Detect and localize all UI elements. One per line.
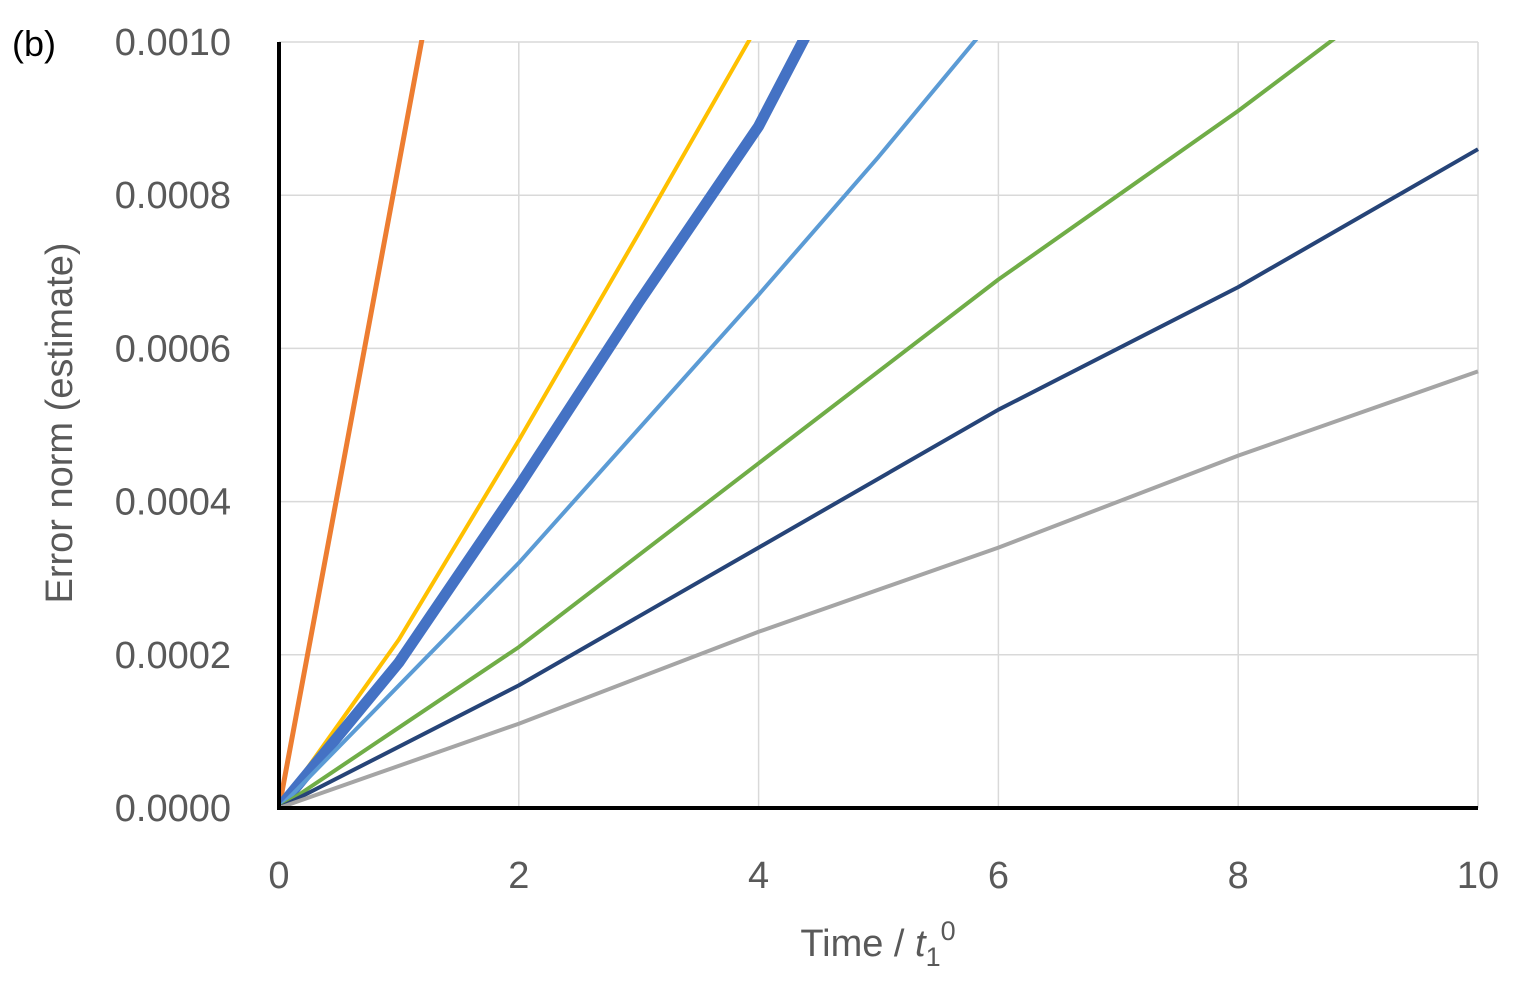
series-line-3 <box>279 40 810 810</box>
x-tick-labels: 0 2 4 6 8 10 <box>268 855 1499 897</box>
x-tick-label: 0 <box>268 855 289 897</box>
x-tick-label: 6 <box>988 855 1009 897</box>
x-tick-label: 10 <box>1457 855 1499 897</box>
series-line-4 <box>279 40 979 810</box>
y-tick-label: 0.0008 <box>115 175 231 217</box>
x-tick-label: 8 <box>1228 855 1249 897</box>
y-axis-title: Error norm (estimate) <box>39 242 81 603</box>
series-line-1 <box>279 40 425 809</box>
y-tick-labels: 0.0000 0.0002 0.0004 0.0006 0.0008 0.0010 <box>115 22 231 830</box>
axes <box>277 42 1478 810</box>
x-axis-title-text: Time / <box>800 923 915 965</box>
panel-label: (b) <box>12 23 56 64</box>
y-tick-label: 0.0002 <box>115 635 231 677</box>
series-line-7 <box>279 369 1479 810</box>
x-axis-title-variable: t <box>915 923 927 965</box>
y-tick-label: 0.0004 <box>115 482 231 524</box>
x-tick-label: 2 <box>508 855 529 897</box>
series-line-5 <box>279 40 1336 810</box>
y-tick-label: 0.0006 <box>115 328 231 370</box>
x-axis-title-subscript: 1 <box>926 942 941 972</box>
x-axis-title: Time / t10 <box>800 916 955 972</box>
y-tick-label: 0.0010 <box>115 22 231 64</box>
series-line-2 <box>279 40 752 810</box>
series-lines <box>279 40 1479 810</box>
y-tick-label: 0.0000 <box>115 788 231 830</box>
x-axis-title-superscript: 0 <box>941 916 956 946</box>
x-tick-label: 4 <box>748 855 769 897</box>
series-line-6 <box>279 147 1479 810</box>
